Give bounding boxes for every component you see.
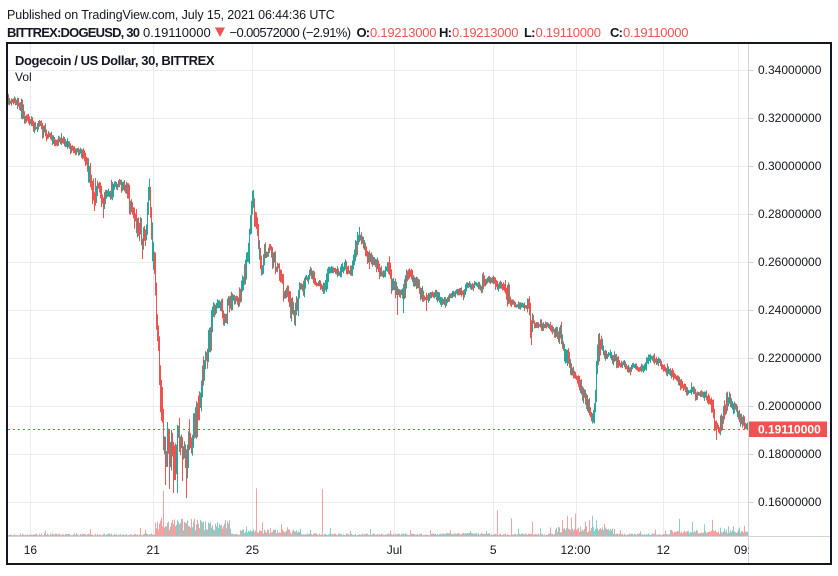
svg-text:C:: C: [610, 25, 623, 40]
svg-text:0.19110000: 0.19110000 [623, 25, 688, 40]
svg-text:0.32000000: 0.32000000 [758, 111, 822, 125]
svg-text:L:: L: [524, 25, 535, 40]
svg-text:0.18000000: 0.18000000 [758, 447, 822, 461]
svg-text:0.22000000: 0.22000000 [758, 351, 822, 365]
svg-text:Published on TradingView.com,: Published on TradingView.com, July 15, 2… [7, 8, 335, 22]
svg-text:0.19110000: 0.19110000 [143, 25, 211, 40]
svg-text:0.19213000: 0.19213000 [452, 25, 518, 40]
svg-text:0.24000000: 0.24000000 [758, 303, 822, 317]
svg-text:Jul: Jul [387, 543, 402, 557]
svg-text:0.30000000: 0.30000000 [758, 159, 822, 173]
svg-text:09:00: 09:00 [734, 543, 764, 557]
svg-text:O:: O: [357, 25, 370, 40]
svg-text:−0.00572000 (−2.91%): −0.00572000 (−2.91%) [230, 25, 351, 40]
svg-text:0.19110000: 0.19110000 [536, 25, 601, 40]
svg-text:H:: H: [439, 25, 452, 40]
svg-text:12: 12 [657, 543, 671, 557]
svg-text:Vol: Vol [15, 70, 32, 84]
svg-text:16: 16 [24, 543, 38, 557]
svg-text:0.34000000: 0.34000000 [758, 63, 822, 77]
svg-text:21: 21 [147, 543, 161, 557]
svg-text:0.19213000: 0.19213000 [370, 25, 436, 40]
svg-text:Dogecoin / US Dollar, 30, BITT: Dogecoin / US Dollar, 30, BITTREX [15, 53, 215, 68]
svg-text:0.26000000: 0.26000000 [758, 255, 822, 269]
svg-text:12:00: 12:00 [560, 543, 590, 557]
svg-text:0.20000000: 0.20000000 [758, 399, 822, 413]
svg-text:BITTREX:DOGEUSD, 30: BITTREX:DOGEUSD, 30 [7, 25, 140, 40]
svg-text:0.28000000: 0.28000000 [758, 207, 822, 221]
svg-text:0.19110000: 0.19110000 [758, 423, 821, 437]
svg-text:0.16000000: 0.16000000 [758, 495, 822, 509]
svg-text:5: 5 [490, 543, 497, 557]
svg-text:25: 25 [246, 543, 260, 557]
